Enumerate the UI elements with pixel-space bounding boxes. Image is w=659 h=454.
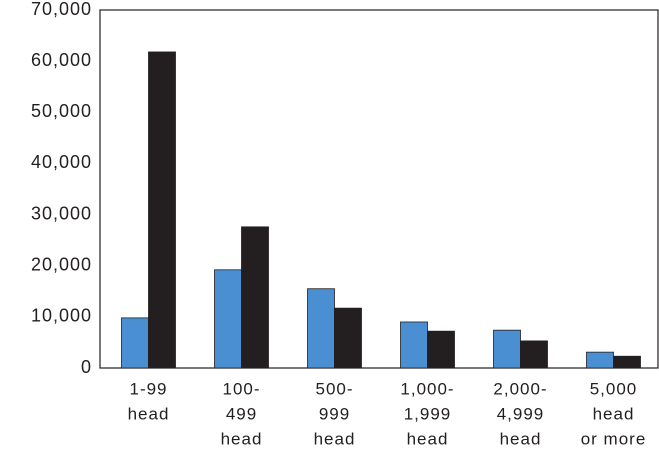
bar (400, 321, 428, 369)
x-tick-label: 499 (226, 404, 257, 423)
bar (493, 329, 521, 369)
y-tick-label: 10,000 (31, 306, 92, 326)
x-tick-label: 5,000 (590, 379, 638, 398)
bar (334, 307, 362, 369)
x-tick-label: 1,000- (400, 379, 454, 398)
x-tick-label: or more (581, 429, 647, 448)
x-tick-label: 2,000- (493, 379, 547, 398)
bar (586, 351, 614, 369)
x-tick-label: head (593, 404, 635, 423)
x-tick-label: 999 (319, 404, 350, 423)
y-tick-label: 70,000 (31, 0, 92, 19)
bar (307, 288, 335, 369)
bar (121, 317, 149, 369)
plot-frame (99, 9, 659, 369)
x-tick-label: 1-99 (129, 379, 167, 398)
x-tick-label: 500- (315, 379, 353, 398)
y-tick-label: 40,000 (31, 152, 92, 172)
bar (613, 355, 641, 369)
x-tick-label: 100- (222, 379, 260, 398)
bar (520, 340, 548, 369)
x-tick-label: 1,999 (404, 404, 452, 423)
x-tick-label: head (128, 404, 170, 423)
y-tick-label: 0 (81, 357, 92, 377)
x-tick-label: head (500, 429, 542, 448)
bar (214, 269, 242, 369)
x-tick-label: head (407, 429, 449, 448)
x-tick-label: head (314, 429, 356, 448)
bar (427, 330, 455, 369)
bar (148, 51, 176, 369)
y-tick-label: 30,000 (31, 203, 92, 223)
bar (241, 226, 269, 369)
y-tick-label: 20,000 (31, 254, 92, 274)
y-tick-label: 60,000 (31, 50, 92, 70)
x-tick-label: head (221, 429, 263, 448)
y-tick-label: 50,000 (31, 101, 92, 121)
x-tick-label: 4,999 (497, 404, 545, 423)
